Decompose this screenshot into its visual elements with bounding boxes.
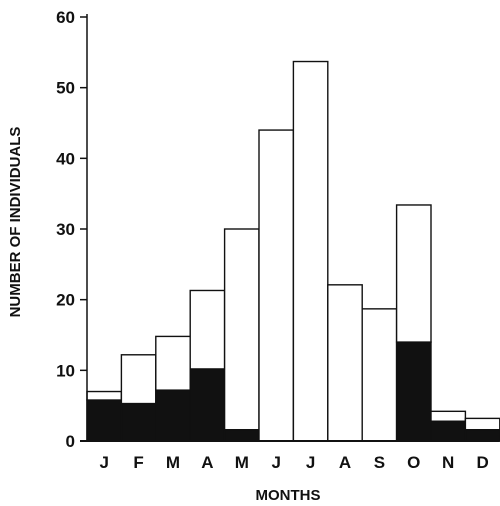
x-tick-label: S (374, 453, 385, 472)
bar-light-segment-1 (86, 390, 123, 401)
bar-light-segment-3 (155, 335, 191, 391)
x-tick-label: J (99, 453, 108, 472)
x-tick-label: A (339, 453, 351, 472)
x-tick-label: M (166, 453, 180, 472)
y-tick-label: 10 (56, 361, 75, 380)
x-tick-label: O (407, 453, 420, 472)
bar-light-segment-10 (395, 204, 432, 343)
y-axis-title: NUMBER OF INDIVIDUALS (7, 127, 24, 318)
bar-light-segment-5 (223, 228, 260, 431)
bar-dark-segment-5 (223, 428, 260, 442)
y-tick-label: 50 (56, 79, 75, 98)
y-tick-label: 0 (66, 432, 75, 451)
x-tick-label: D (476, 453, 488, 472)
bar-dark-segment-1 (86, 399, 123, 442)
y-axis: 0 10 20 30 40 50 60 (56, 8, 88, 451)
bar-dark-segment-10 (395, 341, 432, 442)
plot-area (86, 60, 500, 442)
y-tick-label: 60 (56, 8, 75, 27)
x-tick-label: J (271, 453, 280, 472)
bar-light-segment-2 (120, 354, 157, 405)
bar-dark-segment-11 (430, 420, 467, 442)
x-tick-label: M (235, 453, 249, 472)
x-tick-label: N (442, 453, 454, 472)
bar-dark-segment-4 (189, 368, 226, 442)
x-axis-title: MONTHS (256, 487, 321, 504)
y-tick-label: 30 (56, 220, 75, 239)
bar-dark-segment-2 (120, 402, 157, 442)
x-tick-label: J (306, 453, 315, 472)
x-tick-label: A (201, 453, 213, 472)
bar-light-segment-9 (361, 308, 398, 442)
bar-light-segment-4 (189, 289, 226, 370)
bar-light-segment-7 (292, 60, 329, 442)
bar-light-segment-12 (464, 417, 500, 431)
bar-light-segment-8 (327, 284, 363, 442)
y-tick-label: 20 (56, 291, 75, 310)
bar-light-segment-6 (258, 129, 295, 442)
x-tick-label: F (133, 453, 143, 472)
bar-light-segment-11 (430, 410, 467, 422)
bar-dark-segment-12 (464, 428, 500, 442)
bar-dark-segment-3 (155, 389, 191, 442)
y-tick-label: 40 (56, 149, 75, 168)
